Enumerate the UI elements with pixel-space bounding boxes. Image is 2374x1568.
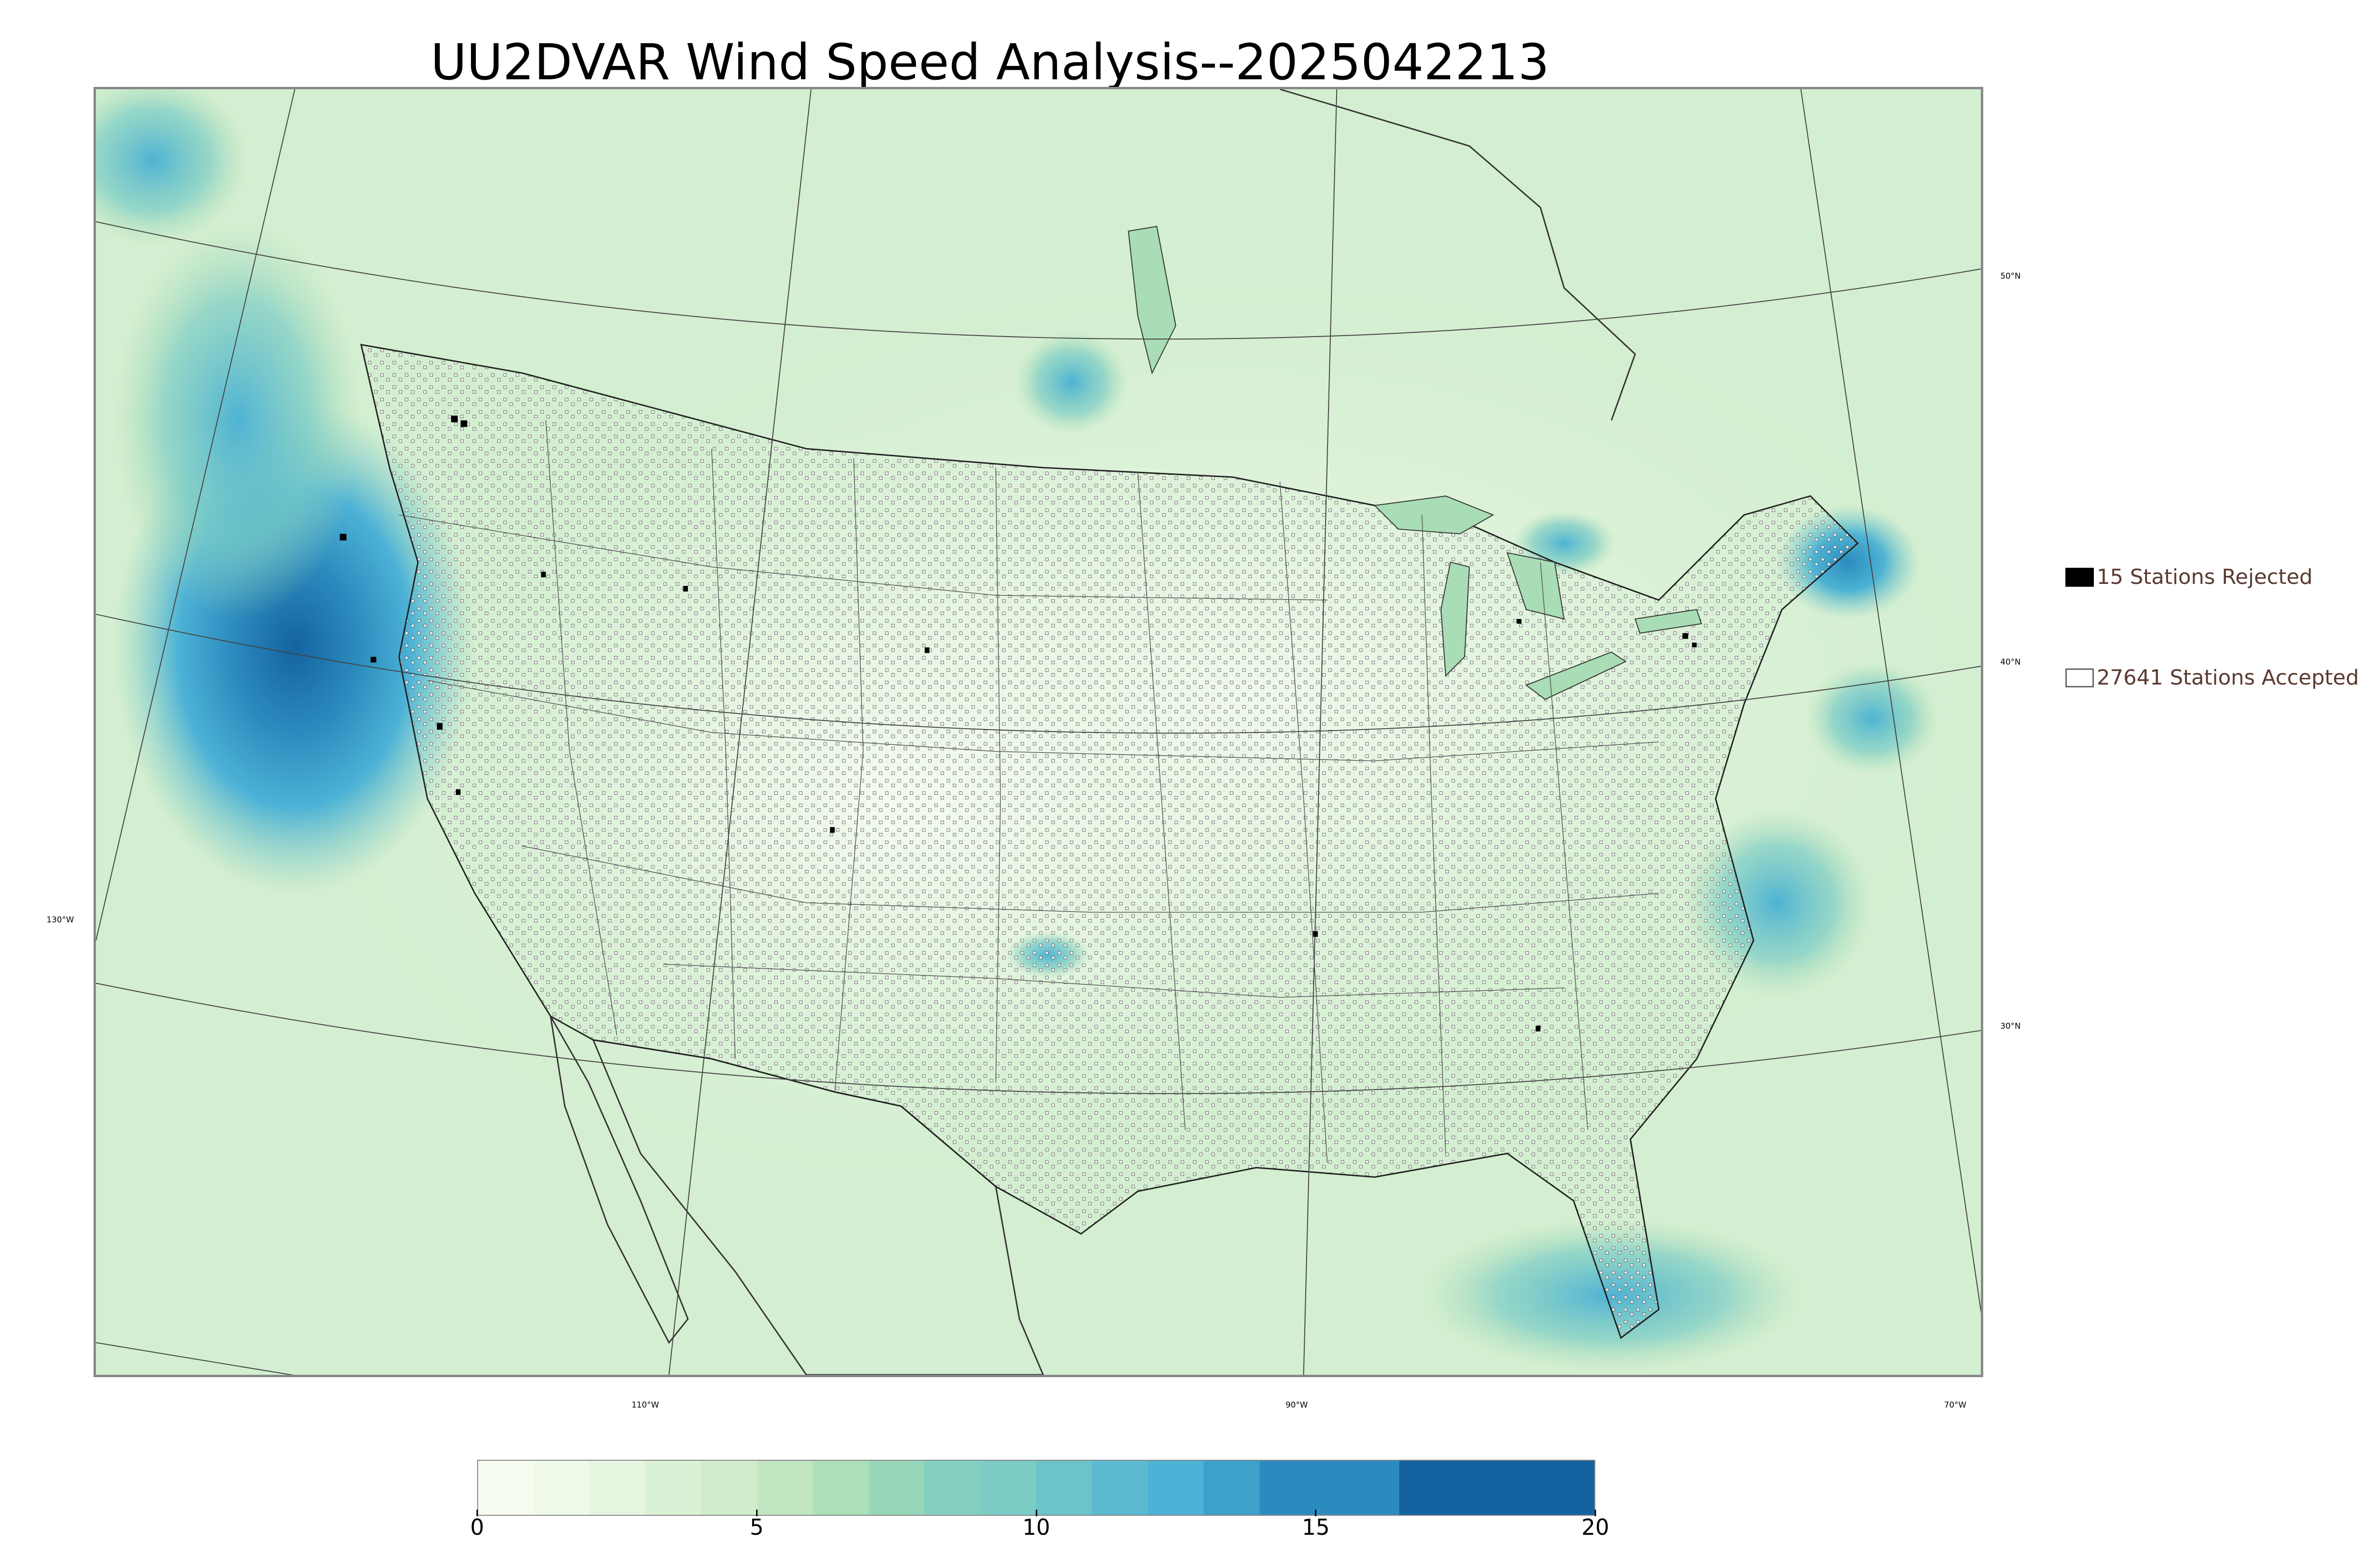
colorbar-tick-mark [1036, 1510, 1037, 1516]
colorbar-segment [1036, 1461, 1093, 1515]
latitude-label: 40°N [2000, 657, 2021, 667]
latitude-label: 50°N [2000, 272, 2021, 281]
baja-california-outline [550, 1016, 689, 1344]
conus-landmass [361, 345, 1858, 1338]
conus-outline [360, 344, 1859, 1339]
colorbar-tick-mark [1315, 1510, 1317, 1516]
colorbar-segment [868, 1461, 925, 1515]
colorbar-segment [1148, 1461, 1204, 1515]
colorbar-segment [757, 1461, 813, 1515]
legend-rejected-label: 15 Stations Rejected [2097, 565, 2313, 589]
legend-accepted-label: 27641 Stations Accepted [2097, 666, 2359, 690]
latitude-label: 30°N [2000, 1022, 2021, 1031]
colorbar-tick: 10 [1022, 1514, 1050, 1540]
wind-speed-map [94, 87, 1983, 1377]
state-boundaries [399, 420, 1659, 1163]
colorbar-segment [701, 1461, 757, 1515]
colorbar-tick-mark [1594, 1510, 1596, 1516]
colorbar-tick: 20 [1581, 1514, 1610, 1540]
longitude-label: 130°W [47, 915, 74, 925]
longitude-label: 70°W [1944, 1400, 1967, 1410]
colorbar-segment [645, 1461, 702, 1515]
colorbar-tick: 15 [1301, 1514, 1330, 1540]
colorbar-segment [813, 1461, 869, 1515]
colorbar-segment [1399, 1461, 1594, 1515]
legend-accepted: 27641 Stations Accepted [2065, 666, 2359, 690]
colorbar-segment [980, 1461, 1036, 1515]
colorbar-segment [590, 1461, 646, 1515]
longitude-label: 110°W [631, 1400, 659, 1410]
colorbar-tick-mark [756, 1510, 758, 1516]
lake-ontario [1634, 609, 1702, 634]
colorbar [477, 1460, 1595, 1516]
longitude-label: 90°W [1285, 1400, 1308, 1410]
legend-rejected: 15 Stations Rejected [2065, 565, 2313, 589]
colorbar-tick: 5 [750, 1514, 764, 1540]
accepted-station-swatch [2065, 668, 2094, 687]
map-canvas [96, 89, 1981, 1375]
colorbar-segment [1204, 1461, 1260, 1515]
pacific-wind-area [96, 89, 248, 245]
colorbar-segment [534, 1461, 590, 1515]
lake-winnipeg [1128, 225, 1177, 375]
colorbar-segment [924, 1461, 980, 1515]
colorbar-tick: 0 [470, 1514, 484, 1540]
rejected-station-swatch [2065, 567, 2094, 587]
colorbar-segment [1092, 1461, 1148, 1515]
colorbar-tick-mark [476, 1510, 478, 1516]
hudson-bay-coast [1280, 89, 1636, 421]
pacific-wind-area [114, 221, 361, 619]
lake-huron [1507, 552, 1565, 620]
colorbar-segment [478, 1461, 534, 1515]
lake-michigan [1440, 562, 1470, 677]
graticule [96, 89, 1981, 1375]
lake-superior [1374, 495, 1494, 535]
atlantic-wind-area [1805, 661, 1939, 775]
colorbar-segment [1259, 1461, 1399, 1515]
rejected-stations [339, 415, 1697, 1032]
map-title: UU2DVAR Wind Speed Analysis--2025042213 [430, 33, 1550, 91]
plains-wind-area [1015, 330, 1129, 435]
